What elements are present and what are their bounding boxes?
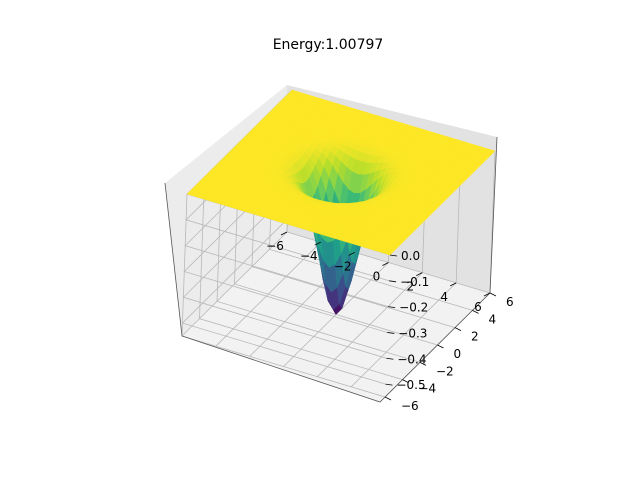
y-axis-tick-label: 4 xyxy=(489,312,497,326)
z-axis-tick-label: −0.5 xyxy=(396,378,425,392)
x-axis-tick-mark xyxy=(280,231,288,236)
y-gridline xyxy=(216,159,421,363)
surface-patch xyxy=(383,250,394,256)
z-axis-tick-mark xyxy=(389,280,397,283)
y-axis-tick-label: 6 xyxy=(506,295,514,309)
x-axis-tick-mark xyxy=(449,282,457,287)
y-axis-tick-mark xyxy=(384,396,392,401)
x-axis-tick-label: −4 xyxy=(300,249,318,263)
z-axis-tick-mark xyxy=(389,254,398,257)
z-gridline xyxy=(182,192,387,359)
z-axis-tick-label: −0.3 xyxy=(398,326,427,340)
x-axis-tick-label: 6 xyxy=(474,300,482,314)
surface xyxy=(186,89,496,316)
x-axis-tick-label: 4 xyxy=(440,290,448,304)
z-axis-ticks: 0.0 −0.1 −0.2 −0.3 −0.4 −0.5 xyxy=(385,249,429,392)
x-axis-tick-label: −6 xyxy=(266,239,284,253)
y-axis-tick-mark xyxy=(454,327,462,332)
x-axis-tick-label: 2 xyxy=(407,280,415,294)
y-axis-tick-mark xyxy=(437,344,444,349)
z-gridline xyxy=(181,218,386,385)
y-axis-tick-mark xyxy=(472,309,479,314)
y-axis-tick-mark xyxy=(489,292,497,297)
pane-edge-top xyxy=(489,136,498,294)
x-axis-tick-mark xyxy=(314,241,322,246)
pane-edges xyxy=(164,136,498,403)
y-axis-tick-mark xyxy=(419,361,427,366)
z-axis-tick-label: −0.4 xyxy=(397,352,426,366)
y-axis-tick-label: −2 xyxy=(436,364,454,378)
pane-edge-left xyxy=(164,182,491,403)
x-axis-tick-label: −2 xyxy=(334,259,352,273)
x-axis-tick-mark xyxy=(348,251,355,256)
y-axis-tick-mark xyxy=(402,379,409,384)
y-axis-tick-label: −4 xyxy=(419,382,437,396)
chart-title: Energy:1.00797 xyxy=(273,37,384,53)
y-axis-tick-label: 0 xyxy=(454,347,462,361)
z-axis-tick-mark xyxy=(385,383,393,386)
x-axis-tick-mark xyxy=(382,262,389,266)
z-axis-tick-mark xyxy=(388,306,396,309)
y-gridline xyxy=(199,176,403,381)
x-axis-tick-mark xyxy=(483,292,491,297)
x-axis-ticks: −6 −4 −2 0 2 4 6 xyxy=(266,231,491,314)
z-axis-tick-mark xyxy=(387,332,395,334)
x-axis-tick-mark xyxy=(416,272,423,277)
z-axis-tick-label: −0.1 xyxy=(400,275,429,289)
y-axis-tick-label: 2 xyxy=(471,330,479,344)
z-axis-tick-label: −0.2 xyxy=(399,301,428,315)
y-axis-tick-label: −6 xyxy=(401,399,419,413)
z-axis-tick-label: 0.0 xyxy=(401,249,420,263)
z-axis-tick-mark xyxy=(386,357,394,360)
x-axis-tick-label: 0 xyxy=(373,270,381,284)
